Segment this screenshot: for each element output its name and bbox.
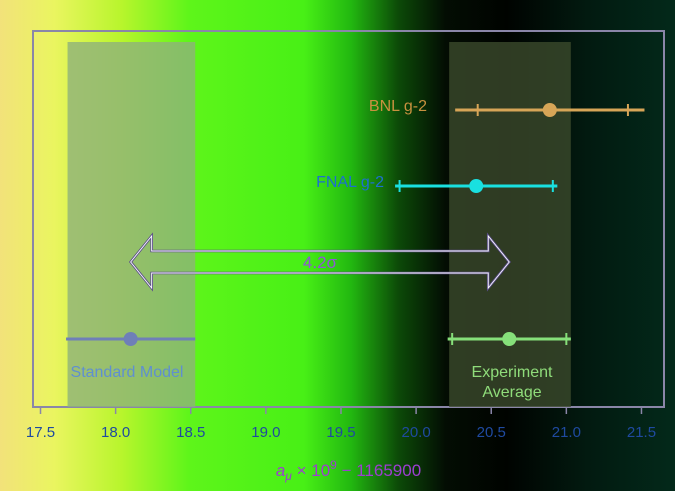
tension-label: 4.2σ — [303, 253, 338, 272]
x-tick-label: 19.5 — [326, 424, 355, 441]
x-tick-label: 20.5 — [477, 424, 506, 441]
standard-model-band — [67, 42, 196, 407]
measurement-experiment: Experiment Average — [447, 332, 571, 401]
series-label: Experiment — [472, 364, 553, 381]
x-tick-label: 21.5 — [627, 424, 656, 441]
measurement-fnal-g-2: FNAL g-2 — [316, 174, 558, 193]
measurement-standard-model: Standard Model — [66, 332, 196, 381]
x-axis-title: aμ × 109 − 1165900 — [276, 458, 421, 483]
x-tick-label: 20.0 — [402, 424, 431, 441]
measurement-bnl-g-2: BNL g-2 — [369, 98, 645, 117]
x-tick-label: 21.0 — [552, 424, 581, 441]
data-point — [542, 103, 557, 117]
data-point — [123, 332, 138, 346]
data-point — [469, 179, 484, 193]
x-tick-label: 18.5 — [176, 424, 205, 441]
tension-arrow-highlight — [130, 234, 510, 290]
series-label: FNAL g-2 — [316, 174, 384, 191]
experiment-average-band — [449, 42, 571, 407]
x-tick-label: 19.0 — [251, 424, 280, 441]
plot-frame — [32, 30, 665, 408]
series-label: Standard Model — [71, 364, 184, 381]
x-tick-label: 18.0 — [101, 424, 130, 441]
x-tick-label: 17.5 — [26, 424, 55, 441]
data-point — [502, 332, 517, 346]
series-label-line2: Average — [482, 384, 541, 401]
series-label: BNL g-2 — [369, 98, 427, 115]
